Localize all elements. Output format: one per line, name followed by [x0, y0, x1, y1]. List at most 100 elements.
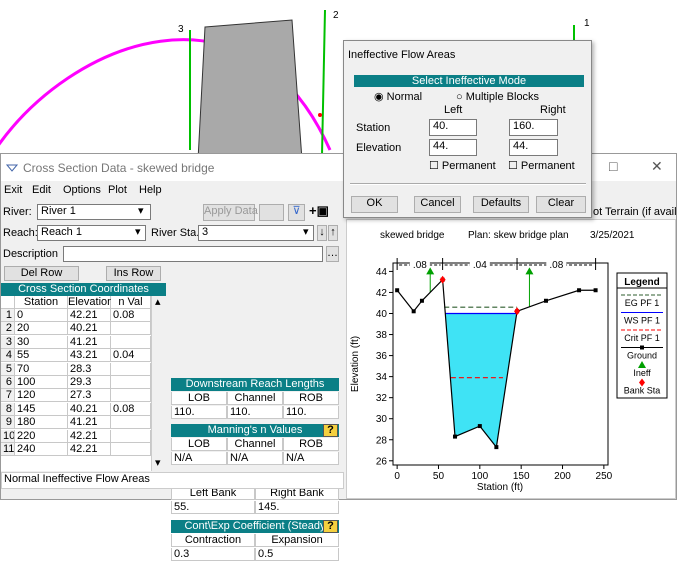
table-cell[interactable]: 42.21 [68, 429, 111, 443]
table-cell[interactable]: 100 [15, 376, 68, 389]
table-cell[interactable]: 42.21 [68, 443, 111, 456]
table-cell[interactable]: 0.04 [111, 349, 151, 363]
tool-button[interactable] [259, 204, 284, 221]
menu-item[interactable]: Options [63, 184, 101, 196]
table-cell[interactable]: 40.21 [68, 322, 111, 336]
box-value[interactable]: 0.3 [171, 548, 255, 561]
table-cell[interactable]: 0.08 [111, 402, 151, 416]
box-value[interactable]: 110. [227, 406, 283, 419]
box-title: Cont\Exp Coefficient (Steady [171, 520, 339, 533]
radio-normal[interactable]: ◉ Normal [374, 91, 423, 103]
table-cell[interactable]: 43.21 [68, 349, 111, 363]
up-button[interactable]: ↑ [328, 225, 338, 241]
n-label: .08 [549, 260, 563, 271]
box-title: Downstream Reach Lengths [171, 378, 339, 391]
table-cell[interactable] [111, 429, 151, 443]
tool-button[interactable]: ⊽ [288, 204, 305, 221]
box-value[interactable]: N/A [227, 452, 283, 465]
table-cell[interactable]: 120 [15, 389, 68, 403]
separator [350, 183, 586, 185]
menu-item[interactable]: Edit [32, 184, 51, 196]
tool-button[interactable]: +▣ [309, 203, 329, 218]
table-cell[interactable]: 240 [15, 443, 68, 456]
table-cell[interactable]: 20 [15, 322, 68, 336]
ok-button[interactable]: OK [351, 196, 398, 213]
table-cell[interactable]: 30 [15, 335, 68, 349]
table-cell[interactable]: 55 [15, 349, 68, 363]
box-value[interactable]: 0.5 [255, 548, 339, 561]
table-cell[interactable] [111, 443, 151, 456]
table-cell[interactable]: 220 [15, 429, 68, 443]
scrollbar[interactable]: ▴ ▾ [151, 296, 166, 471]
table-cell[interactable]: 28.3 [68, 362, 111, 376]
help-icon[interactable]: ? [323, 424, 338, 437]
table-cell[interactable]: 41.21 [68, 335, 111, 349]
point-marker [514, 307, 521, 316]
help-icon[interactable]: ? [323, 520, 338, 533]
description-button[interactable]: … [326, 246, 339, 262]
radio-multiple[interactable]: ○ Multiple Blocks [456, 91, 540, 103]
combo-arrow: ▾ [303, 226, 309, 238]
river-sta-combo[interactable]: 3 [198, 225, 314, 241]
table-cell[interactable]: 27.3 [68, 389, 111, 403]
box-value[interactable]: 110. [171, 406, 227, 419]
legend-marker [639, 378, 645, 387]
box-value[interactable]: N/A [171, 452, 227, 465]
permanent-right[interactable]: ☐ Permanent [508, 160, 575, 172]
ins-row-button[interactable]: Ins Row [106, 266, 161, 281]
clear-button[interactable]: Clear [536, 196, 586, 213]
row-number: 9 [1, 416, 15, 430]
menu-item[interactable]: Exit [4, 184, 23, 196]
station-left[interactable]: 40. [429, 119, 477, 136]
table-cell[interactable]: 29.3 [68, 376, 111, 389]
table-cell[interactable]: 70 [15, 362, 68, 376]
column-header [1, 296, 15, 309]
y-tick-label: 38 [376, 330, 388, 341]
box-value[interactable]: 110. [283, 406, 339, 419]
box-value[interactable]: N/A [283, 452, 339, 465]
table-cell[interactable]: 145 [15, 402, 68, 416]
column-header: Station [15, 296, 68, 309]
table-cell[interactable]: 0 [15, 309, 68, 322]
table-cell[interactable]: 42.21 [68, 309, 111, 322]
table-title: Cross Section Coordinates [1, 283, 166, 296]
y-tick-label: 40 [376, 309, 388, 320]
table-cell[interactable]: 41.21 [68, 416, 111, 430]
x-tick-label: 100 [471, 471, 488, 482]
del-row-button[interactable]: Del Row [4, 266, 79, 281]
water-fill [445, 313, 518, 448]
box-value[interactable]: 55. [171, 501, 255, 514]
close-button[interactable]: ✕ [651, 158, 663, 174]
reach-combo[interactable]: Reach 1 [37, 225, 146, 241]
elevation-left[interactable]: 44. [429, 139, 477, 156]
station-right[interactable]: 160. [509, 119, 558, 136]
menu-item[interactable]: Plot [108, 184, 127, 196]
terrain-option[interactable]: ot Terrain (if availab [593, 206, 677, 218]
maximize-button[interactable]: □ [609, 158, 618, 174]
box-column: Right Bank [255, 487, 339, 500]
table-cell[interactable]: 180 [15, 416, 68, 430]
box-column: ROB [283, 438, 339, 451]
table-cell[interactable] [111, 335, 151, 349]
river-combo[interactable]: River 1 [37, 204, 151, 220]
box-value[interactable]: 145. [255, 501, 339, 514]
table-cell[interactable] [111, 362, 151, 376]
table-cell[interactable] [111, 389, 151, 403]
table-cell[interactable]: 40.21 [68, 402, 111, 416]
table-cell[interactable] [111, 376, 151, 389]
box-column: Contraction [171, 534, 255, 547]
down-button[interactable]: ↓ [317, 225, 327, 241]
table-cell[interactable]: 0.08 [111, 309, 151, 322]
y-tick-label: 28 [376, 435, 388, 446]
table-cell[interactable] [111, 416, 151, 430]
apply-button[interactable]: Apply Data [203, 204, 258, 221]
river-sta-label: River Sta.: [151, 227, 203, 239]
cancel-button[interactable]: Cancel [414, 196, 461, 213]
description-input[interactable] [63, 246, 323, 262]
left-header: Left [444, 104, 463, 116]
permanent-left[interactable]: ☐ Permanent [429, 160, 496, 172]
table-cell[interactable] [111, 322, 151, 336]
menu-item[interactable]: Help [139, 184, 162, 196]
elevation-right[interactable]: 44. [509, 139, 558, 156]
defaults-button[interactable]: Defaults [473, 196, 529, 213]
